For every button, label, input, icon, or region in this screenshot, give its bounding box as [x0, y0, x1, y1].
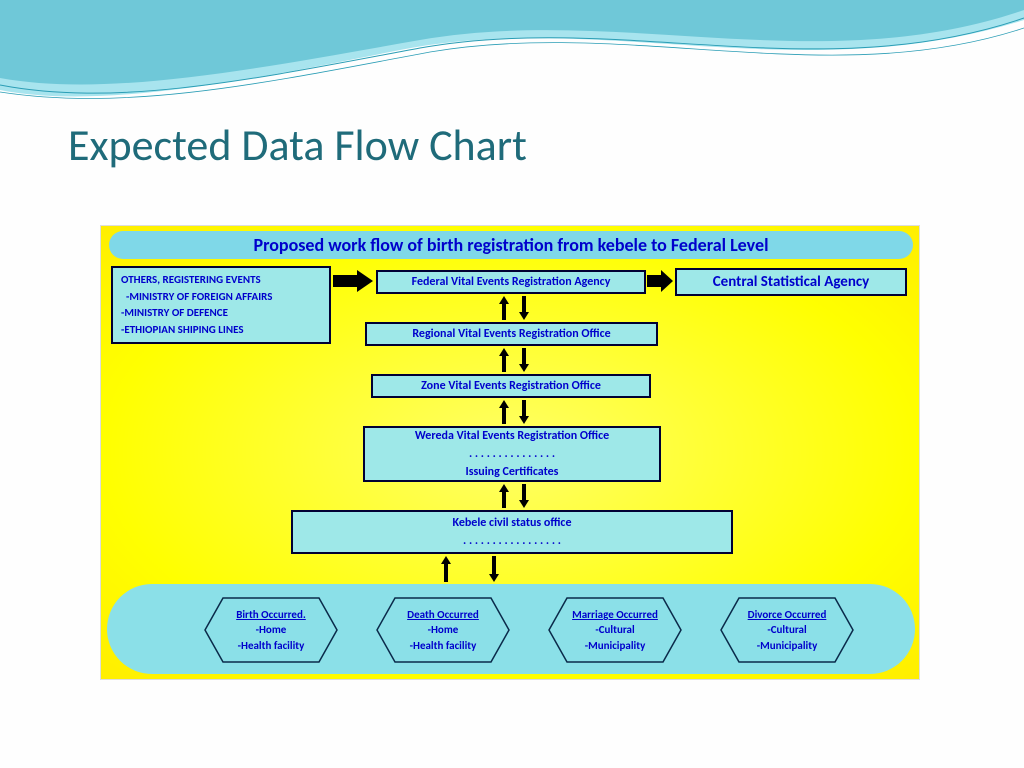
arrow-others-to-federal	[333, 270, 373, 292]
birth-title: Birth Occurred.	[236, 607, 306, 622]
death-title: Death Occurred	[407, 607, 479, 622]
divorce-line1: -Cultural	[748, 622, 827, 637]
node-kebele: Kebele civil status office . . . . . . .…	[291, 510, 733, 554]
kebele-dots: . . . . . . . . . . . . . . . . .	[463, 532, 561, 550]
marriage-line1: -Cultural	[572, 622, 658, 637]
divorce-title: Divorce Occurred	[748, 607, 827, 622]
page-title: Expected Data Flow Chart	[68, 118, 527, 172]
divorce-line2: -Municipality	[748, 638, 827, 653]
death-line1: -Home	[407, 622, 479, 637]
arrow-bi-reg-zone	[499, 348, 529, 372]
others-line2: -MINISTRY OF DEFENCE	[121, 305, 228, 322]
flowchart-container: Proposed work flow of birth registration…	[100, 225, 920, 680]
chart-banner: Proposed work flow of birth registration…	[109, 231, 913, 259]
others-title: OTHERS, REGISTERING EVENTS	[121, 272, 261, 289]
wereda-dots: . . . . . . . . . . . . . . .	[469, 445, 555, 463]
node-csa: Central Statistical Agency	[675, 268, 907, 296]
node-others: OTHERS, REGISTERING EVENTS -MINISTRY OF …	[111, 266, 331, 344]
birth-line2: -Health facility	[236, 638, 306, 653]
others-line3: -ETHIOPIAN SHIPING LINES	[121, 322, 244, 339]
arrow-federal-to-csa	[647, 270, 673, 292]
marriage-line2: -Municipality	[572, 638, 658, 653]
hex-birth: Birth Occurred. -Home -Health facility	[201, 594, 341, 666]
kebele-line1: Kebele civil status office	[452, 514, 571, 532]
wereda-line1: Wereda Vital Events Registration Office	[415, 427, 609, 445]
node-zone: Zone Vital Events Registration Office	[371, 374, 651, 398]
arrow-down-kebele	[489, 556, 499, 582]
node-federal: Federal Vital Events Registration Agency	[376, 270, 646, 294]
arrow-bi-fed-reg	[499, 296, 529, 320]
marriage-title: Marriage Occurred	[572, 607, 658, 622]
hex-marriage: Marriage Occurred -Cultural -Municipalit…	[545, 594, 685, 666]
wereda-line2: Issuing Certificates	[466, 463, 559, 481]
hex-death: Death Occurred -Home -Health facility	[373, 594, 513, 666]
node-regional: Regional Vital Events Registration Offic…	[365, 322, 658, 346]
arrow-bi-zone-wereda	[499, 400, 529, 424]
arrow-up-kebele	[441, 556, 451, 582]
arrow-bi-wereda-kebele	[499, 484, 529, 508]
node-wereda: Wereda Vital Events Registration Office …	[363, 426, 661, 482]
birth-line1: -Home	[236, 622, 306, 637]
hex-divorce: Divorce Occurred -Cultural -Municipality	[717, 594, 857, 666]
others-line1: -MINISTRY OF FOREIGN AFFAIRS	[121, 289, 272, 306]
death-line2: -Health facility	[407, 638, 479, 653]
